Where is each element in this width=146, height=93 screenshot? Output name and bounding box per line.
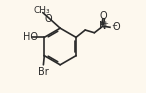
Text: −: − [111,23,117,29]
Text: +: + [102,21,108,27]
Text: HO: HO [23,32,38,42]
Text: Br: Br [38,67,49,77]
Text: CH₃: CH₃ [34,6,50,15]
Text: O: O [45,15,53,24]
Text: N: N [99,21,106,31]
Text: O: O [100,11,107,21]
Text: O: O [112,22,120,32]
